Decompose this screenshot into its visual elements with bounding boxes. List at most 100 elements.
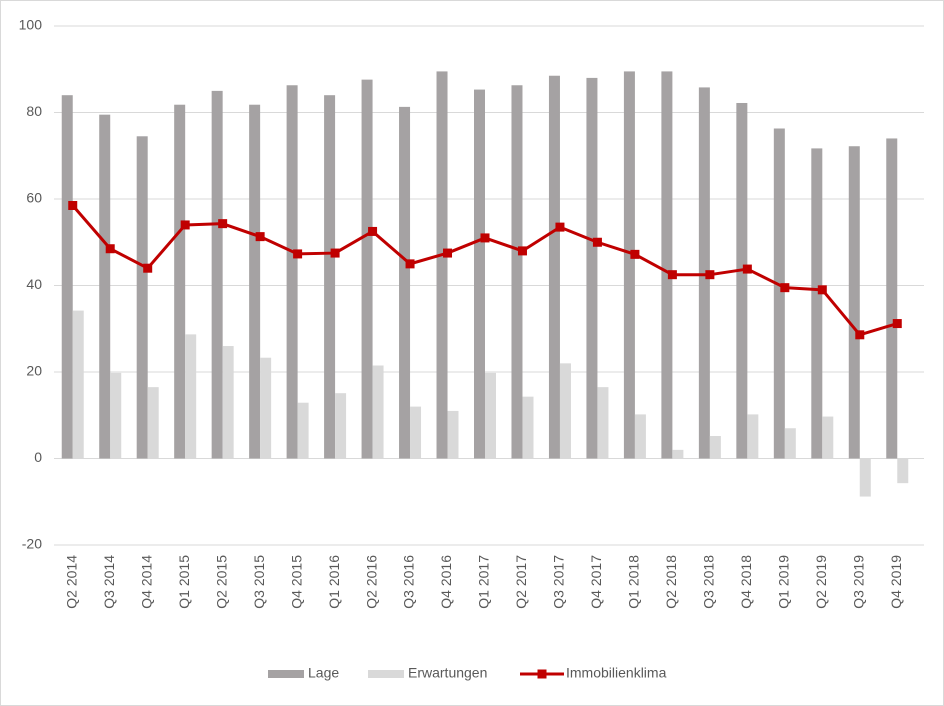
x-tick-label: Q4 2016	[438, 555, 454, 609]
bar	[61, 95, 73, 459]
bar	[784, 428, 796, 459]
marker	[705, 270, 715, 280]
y-tick-label: 60	[26, 190, 42, 206]
bar	[286, 85, 298, 459]
bar	[661, 71, 673, 459]
bar	[522, 396, 534, 459]
marker	[443, 248, 453, 258]
x-tick-label: Q1 2019	[776, 555, 792, 609]
x-tick-label: Q1 2017	[476, 555, 492, 609]
bar	[511, 85, 523, 459]
legend-label: Erwartungen	[408, 665, 487, 681]
legend-swatch	[368, 670, 404, 678]
x-tick-label: Q4 2015	[288, 555, 304, 609]
legend-swatch	[268, 670, 304, 678]
x-tick-label: Q2 2016	[363, 555, 379, 609]
bar	[297, 402, 309, 459]
bar	[372, 365, 384, 459]
bar	[822, 416, 834, 459]
bar	[848, 146, 860, 459]
x-tick-label: Q3 2019	[850, 555, 866, 609]
bar	[335, 393, 347, 459]
marker	[368, 226, 378, 236]
marker	[855, 330, 865, 340]
marker	[667, 270, 677, 280]
x-tick-label: Q3 2014	[101, 555, 117, 609]
x-tick-label: Q1 2015	[176, 555, 192, 609]
bar	[110, 372, 122, 459]
bar	[886, 138, 898, 459]
bar	[897, 458, 909, 484]
x-tick-label: Q2 2018	[663, 555, 679, 609]
marker	[105, 244, 115, 254]
marker	[892, 319, 902, 329]
x-tick-label: Q3 2018	[701, 555, 717, 609]
marker	[780, 283, 790, 293]
marker	[592, 237, 602, 247]
x-tick-label: Q4 2014	[138, 555, 154, 609]
bar	[559, 363, 571, 459]
bar	[672, 449, 684, 459]
bar	[436, 71, 448, 459]
bar	[597, 387, 609, 459]
bar	[185, 334, 197, 459]
marker	[180, 220, 190, 230]
x-tick-label: Q4 2017	[588, 555, 604, 609]
bar	[249, 104, 261, 459]
marker	[480, 233, 490, 243]
x-tick-label: Q3 2015	[251, 555, 267, 609]
bar	[99, 114, 111, 459]
bar	[361, 79, 373, 459]
bar	[147, 387, 159, 459]
bar	[548, 75, 560, 459]
bar	[623, 71, 635, 459]
marker	[555, 222, 565, 232]
bar	[709, 436, 721, 459]
marker	[68, 200, 78, 210]
bar	[174, 104, 186, 459]
marker	[405, 259, 415, 269]
legend-label: Immobilienklima	[566, 665, 667, 681]
bar	[485, 372, 496, 459]
legend-marker	[537, 669, 547, 679]
marker	[143, 263, 153, 273]
marker	[742, 264, 752, 274]
x-tick-label: Q1 2018	[626, 555, 642, 609]
y-tick-label: 40	[26, 276, 42, 292]
bar	[634, 414, 646, 459]
x-tick-label: Q4 2019	[888, 555, 904, 609]
x-tick-label: Q3 2017	[551, 555, 567, 609]
marker	[218, 219, 228, 229]
bar	[773, 128, 785, 459]
x-tick-label: Q2 2019	[813, 555, 829, 609]
y-tick-label: -20	[22, 536, 42, 552]
marker	[330, 248, 340, 258]
legend-label: Lage	[308, 665, 339, 681]
bar	[136, 136, 148, 459]
x-tick-label: Q4 2018	[738, 555, 754, 609]
marker	[255, 232, 265, 242]
y-tick-label: 100	[19, 17, 43, 33]
x-tick-label: Q3 2016	[401, 555, 417, 609]
bar	[474, 89, 485, 459]
bar	[698, 87, 710, 459]
y-tick-label: 20	[26, 363, 42, 379]
y-tick-label: 0	[34, 449, 42, 465]
marker	[630, 249, 640, 259]
x-tick-label: Q2 2015	[213, 555, 229, 609]
bar	[260, 357, 272, 459]
x-tick-label: Q1 2016	[326, 555, 342, 609]
bar	[747, 414, 759, 459]
y-tick-label: 80	[26, 103, 42, 119]
marker	[517, 246, 527, 256]
x-tick-label: Q2 2014	[63, 555, 79, 609]
bar	[586, 77, 598, 459]
bar	[736, 102, 748, 459]
bar	[72, 310, 84, 459]
bar	[399, 106, 411, 459]
marker	[293, 249, 303, 259]
bar	[811, 148, 823, 459]
x-tick-label: Q2 2017	[513, 555, 529, 609]
